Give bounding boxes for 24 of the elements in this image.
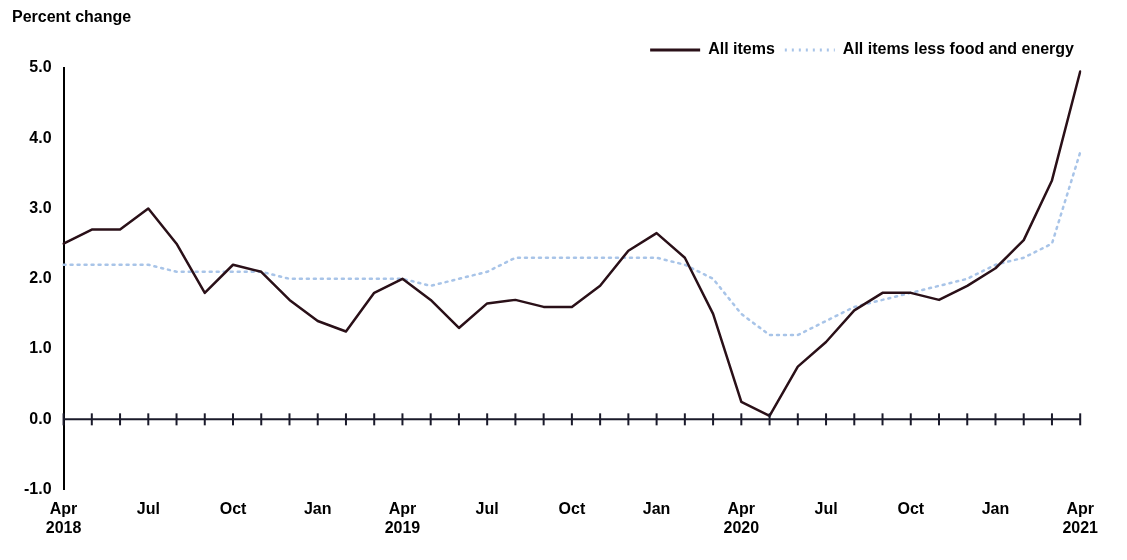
y-tick-label: 3.0 <box>29 198 52 216</box>
x-tick-label: Apr 2021 <box>1062 499 1099 536</box>
legend-label: All items <box>708 40 775 58</box>
x-tick-label: Jan <box>642 499 671 517</box>
x-tick-label: Oct <box>219 499 248 517</box>
legend-label: All items less food and energy <box>842 40 1075 58</box>
x-tick-label: Oct <box>897 499 925 517</box>
x-tick-label: Jul <box>136 499 160 517</box>
x-tick-label: Jan <box>981 499 1010 517</box>
y-tick-label: 5.0 <box>29 58 52 76</box>
line-series <box>62 151 1082 337</box>
x-tick-label: Apr 2019 <box>384 499 421 536</box>
x-tick-label: Jul <box>475 499 499 517</box>
x-tick-label: Apr 2020 <box>723 499 760 536</box>
y-axis-title: Percent change <box>11 8 133 27</box>
y-tick-label: -1.0 <box>23 480 52 498</box>
y-tick-label: 0.0 <box>29 409 52 427</box>
x-tick-label: Jan <box>303 499 332 517</box>
x-tick-label: Jul <box>814 499 838 517</box>
y-tick-label: 4.0 <box>29 128 52 146</box>
y-tick-label: 2.0 <box>29 269 52 287</box>
x-tick-label: Oct <box>558 499 586 517</box>
x-tick-label: Apr 2018 <box>45 499 82 536</box>
y-tick-label: 1.0 <box>29 339 52 357</box>
